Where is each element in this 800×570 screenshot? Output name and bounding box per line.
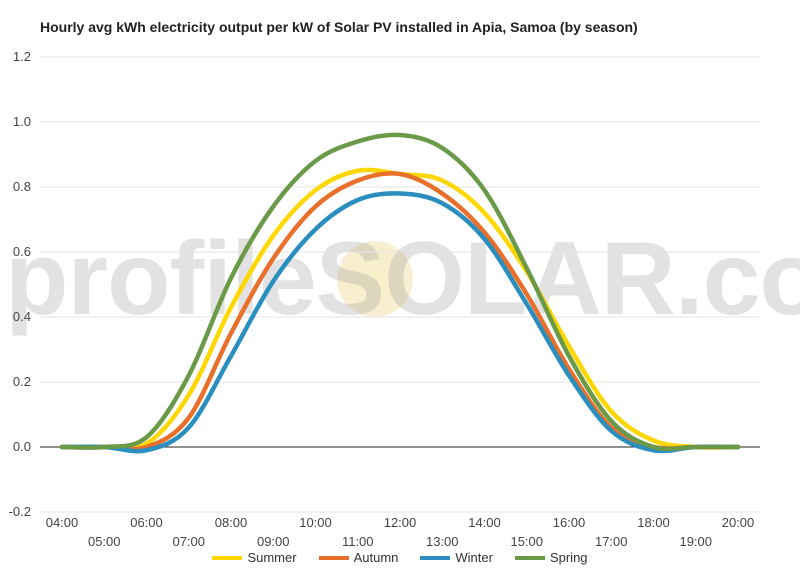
grid-lines bbox=[40, 56, 760, 513]
x-tick-label: 12:00 bbox=[384, 515, 417, 530]
x-tick-label: 14:00 bbox=[468, 515, 501, 530]
legend-swatch bbox=[514, 555, 545, 560]
x-tick-label: 19:00 bbox=[679, 534, 712, 549]
series-line-spring bbox=[59, 132, 741, 452]
legend-label: Summer bbox=[247, 550, 297, 565]
x-tick-label: 06:00 bbox=[130, 515, 163, 530]
legend-item-autumn[interactable]: Autumn bbox=[318, 550, 399, 565]
x-tick-label: 13:00 bbox=[426, 534, 459, 549]
x-axis-ticks: 04:00 05:00 06:00 07:00 08:00 09:00 10:00 11:00… bbox=[46, 515, 755, 549]
legend-label: Spring bbox=[549, 550, 588, 565]
x-tick-label: 07:00 bbox=[172, 534, 205, 549]
y-tick-label: 0.8 bbox=[13, 179, 31, 194]
y-tick-label: 0.0 bbox=[13, 439, 31, 454]
series-line-autumn bbox=[59, 171, 741, 452]
legend-item-winter[interactable]: Winter bbox=[420, 550, 493, 565]
x-tick-label: 15:00 bbox=[510, 534, 543, 549]
series-line-summer bbox=[59, 167, 741, 451]
legend-swatch bbox=[318, 555, 349, 560]
legend-swatch bbox=[420, 555, 451, 560]
legend-label: Winter bbox=[455, 550, 493, 565]
y-tick-label: -0.2 bbox=[9, 504, 31, 519]
legend-item-spring[interactable]: Spring bbox=[514, 550, 588, 565]
series-line-winter bbox=[59, 191, 741, 454]
x-tick-label: 17:00 bbox=[595, 534, 628, 549]
x-tick-label: 10:00 bbox=[299, 515, 332, 530]
x-tick-label: 09:00 bbox=[257, 534, 290, 549]
y-axis-ticks: -0.2 0.0 0.2 0.4 0.6 0.8 1.0 1.2 bbox=[9, 49, 31, 519]
legend-item-summer[interactable]: Summer bbox=[212, 550, 297, 565]
legend: Summer Autumn Winter Spring bbox=[0, 550, 800, 565]
y-tick-label: 0.6 bbox=[13, 244, 31, 259]
x-tick-label: 04:00 bbox=[46, 515, 79, 530]
x-tick-label: 20:00 bbox=[722, 515, 755, 530]
y-tick-label: 0.4 bbox=[13, 309, 31, 324]
series-lines bbox=[59, 132, 741, 454]
y-tick-label: 1.0 bbox=[13, 114, 31, 129]
x-tick-label: 08:00 bbox=[215, 515, 248, 530]
x-tick-label: 05:00 bbox=[88, 534, 121, 549]
y-tick-label: 1.2 bbox=[13, 49, 31, 64]
x-tick-label: 18:00 bbox=[637, 515, 670, 530]
legend-label: Autumn bbox=[353, 550, 399, 565]
y-tick-label: 0.2 bbox=[13, 374, 31, 389]
chart-title: Hourly avg kWh electricity output per kW… bbox=[40, 19, 638, 35]
x-tick-label: 11:00 bbox=[342, 534, 374, 549]
legend-swatch bbox=[212, 555, 243, 560]
x-tick-label: 16:00 bbox=[553, 515, 586, 530]
